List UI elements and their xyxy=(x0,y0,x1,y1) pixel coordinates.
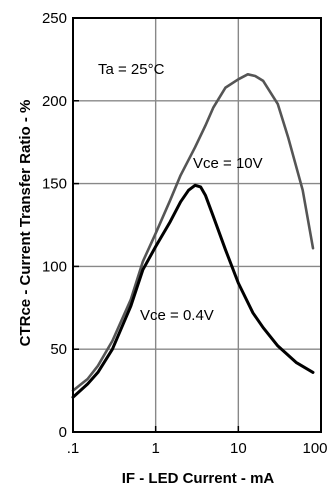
y-axis-ticks: 0 50 100 150 200 250 xyxy=(42,10,79,441)
y-tick-label: 250 xyxy=(42,10,67,27)
series-line-vce-10v xyxy=(71,73,315,392)
series-label-vce-0-4v: Vce = 0.4V xyxy=(140,307,214,324)
series-line-vce-0-4v xyxy=(71,183,315,399)
plot-frame xyxy=(72,17,322,433)
y-tick-label: 0 xyxy=(59,424,67,441)
x-tick-label: 100 xyxy=(302,440,327,457)
series-lines xyxy=(71,73,315,399)
y-axis-title: CTRce - Current Transfer Ratio - % xyxy=(17,100,34,347)
annotation-ambient-temperature: Ta = 25°C xyxy=(98,61,165,78)
y-tick-label: 150 xyxy=(42,176,67,193)
y-tick-label: 200 xyxy=(42,93,67,110)
x-tick-label: 1 xyxy=(151,440,159,457)
gridlines xyxy=(73,18,321,432)
series-label-vce-10v: Vce = 10V xyxy=(193,155,263,172)
x-axis-ticks: .1 1 10 100 xyxy=(67,426,328,457)
x-tick-label: .1 xyxy=(67,440,80,457)
y-tick-label: 100 xyxy=(42,258,67,275)
x-tick-label: 10 xyxy=(230,440,247,457)
x-axis-title: IF - LED Current - mA xyxy=(122,470,275,487)
y-tick-label: 50 xyxy=(50,341,67,358)
